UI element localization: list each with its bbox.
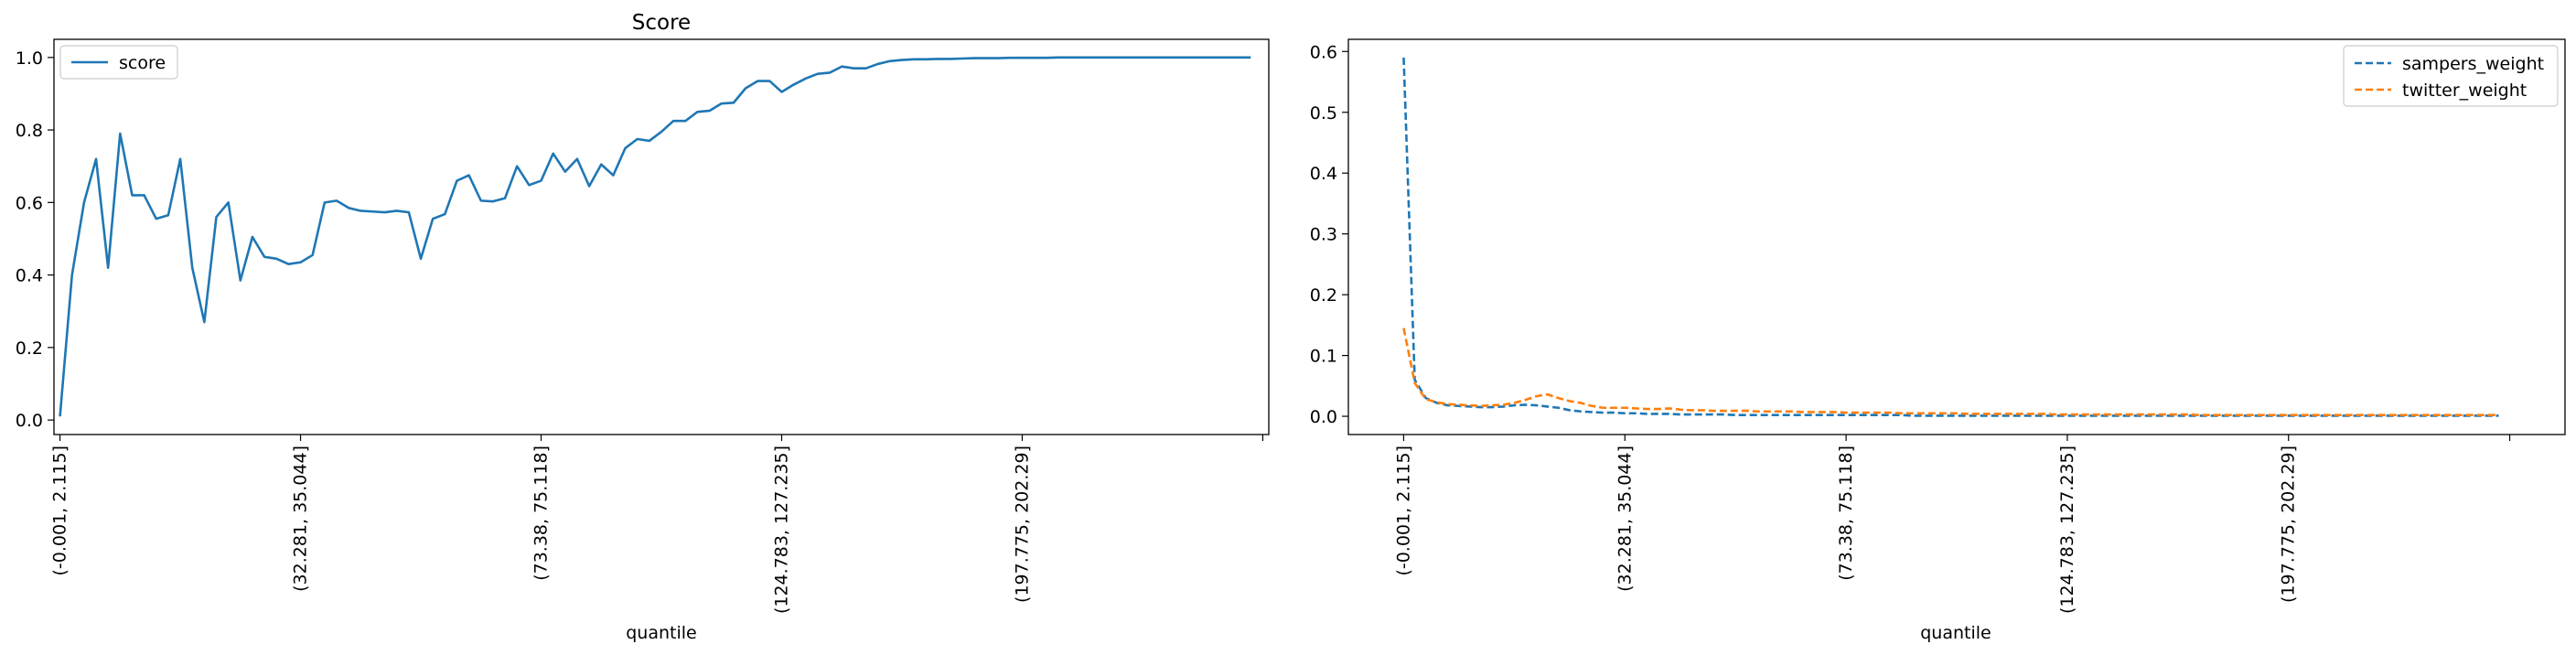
y-tick-label: 0.6 — [1310, 42, 1337, 62]
series-lines — [1402, 57, 2499, 417]
x-tick-label: (73.38, 75.118] — [1836, 446, 1856, 581]
score-panel: Score 0.0 0.2 0.4 0.6 0.8 1.0 (-0.001, 2.115]… — [16, 11, 1270, 643]
legend-box — [59, 45, 178, 80]
y-tick-label: 0.1 — [1310, 347, 1337, 367]
x-ticks: (-0.001, 2.115] (32.281, 35.044] (73.38, 7… — [1393, 435, 2511, 614]
plot-frame — [1347, 38, 2566, 435]
x-tick-label: (32.281, 35.044] — [1615, 446, 1635, 592]
series-lines — [59, 56, 1251, 417]
y-tick-label: 0.3 — [1310, 225, 1337, 245]
x-tick-label: (73.38, 75.118] — [531, 446, 552, 581]
chart-title: Score — [632, 11, 691, 35]
x-tick-label: (124.783, 127.235] — [771, 446, 791, 614]
legend-label-twitter: twitter_weight — [2402, 81, 2527, 101]
y-tick-label: 0.6 — [16, 193, 43, 213]
weights-panel: 0.0 0.1 0.2 0.3 0.4 0.5 0.6 (-0.001, 2.115] (32… — [1310, 38, 2566, 643]
y-tick-label: 0.2 — [16, 338, 43, 359]
plot-frame — [53, 38, 1270, 435]
y-tick-label: 0.5 — [1310, 103, 1337, 123]
x-tick-label: (-0.001, 2.115] — [50, 446, 70, 576]
y-tick-label: 0.0 — [16, 411, 43, 431]
x-tick-label: (-0.001, 2.115] — [1393, 446, 1413, 576]
y-tick-label: 0.0 — [1310, 407, 1337, 427]
y-ticks: 0.0 0.2 0.4 0.6 0.8 1.0 — [16, 48, 54, 431]
legend-box — [2343, 45, 2559, 107]
x-axis-label: quantile — [1920, 623, 1991, 643]
x-tick-label: (197.775, 202.29] — [1012, 446, 1032, 603]
series-line-score — [59, 56, 1251, 417]
y-tick-label: 0.4 — [16, 266, 43, 286]
y-tick-label: 0.8 — [16, 121, 43, 141]
x-ticks: (-0.001, 2.115] (32.281, 35.044] (73.38, 7… — [50, 435, 1264, 614]
legend-label-score: score — [119, 53, 166, 73]
x-axis-label: quantile — [626, 623, 696, 643]
y-tick-label: 0.2 — [1310, 285, 1337, 306]
x-tick-label: (197.775, 202.29] — [2279, 446, 2299, 603]
y-ticks: 0.0 0.1 0.2 0.3 0.4 0.5 0.6 — [1310, 42, 1348, 427]
series-line-sampers-weight — [1402, 57, 2499, 417]
legend: score — [59, 45, 178, 80]
legend: sampers_weight twitter_weight — [2343, 45, 2559, 107]
y-tick-label: 0.4 — [1310, 164, 1337, 184]
x-tick-label: (124.783, 127.235] — [2057, 446, 2077, 614]
series-line-twitter-weight — [1402, 328, 2499, 417]
legend-label-sampers: sampers_weight — [2402, 54, 2544, 74]
x-tick-label: (32.281, 35.044] — [291, 446, 311, 592]
y-tick-label: 1.0 — [16, 48, 43, 69]
